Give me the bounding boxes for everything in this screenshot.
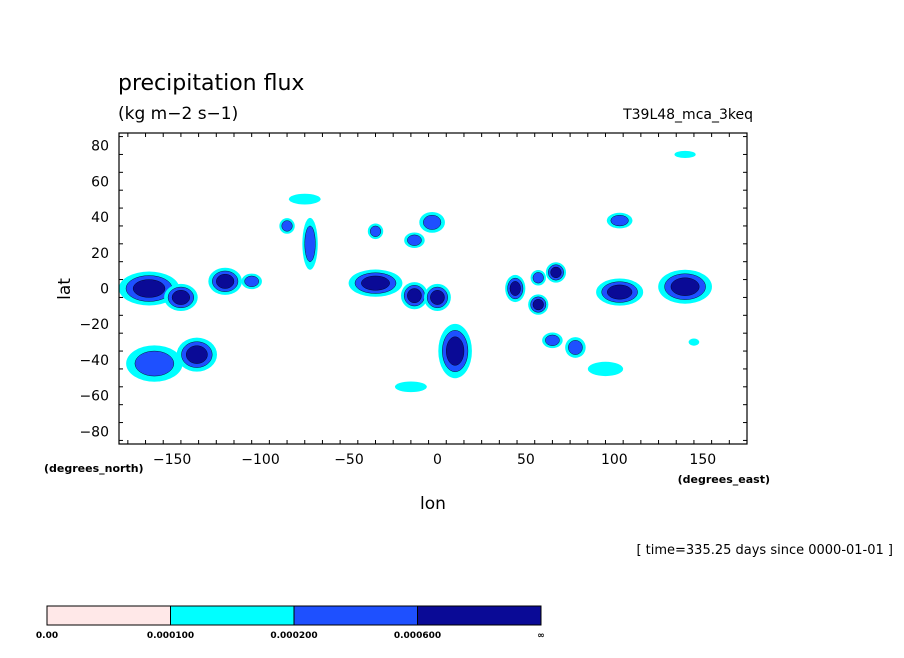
contour-feature xyxy=(176,337,218,372)
contour-level-3 xyxy=(509,281,521,296)
y-tick-label: −60 xyxy=(79,389,109,405)
contour-feature xyxy=(423,283,451,312)
y-axis-ticks: 80 60 40 20 0 −20 −40 −60 −80 xyxy=(79,136,747,441)
contour-level-2 xyxy=(610,215,629,227)
contour-feature xyxy=(118,271,180,306)
contour-level-3 xyxy=(532,299,544,311)
contour-level-3 xyxy=(361,275,390,291)
contour-feature xyxy=(126,345,183,382)
y-tick-label: 0 xyxy=(100,282,109,298)
contour-level-3 xyxy=(186,345,208,364)
plot-frame xyxy=(118,132,748,445)
contour-feature xyxy=(606,212,633,229)
contour-level-3 xyxy=(550,266,562,278)
contour-level-1 xyxy=(394,381,427,393)
contour-feature xyxy=(302,217,318,270)
contour-feature xyxy=(394,381,427,393)
x-tick-label: −100 xyxy=(241,452,279,468)
contour-feature xyxy=(596,278,644,306)
x-tick-label: 0 xyxy=(433,452,442,468)
contour-level-3 xyxy=(132,279,166,298)
x-tick-label: −150 xyxy=(153,452,191,468)
contour-level-2 xyxy=(568,340,583,355)
contour-feature xyxy=(565,337,586,358)
contour-level-3 xyxy=(216,274,235,289)
contour-level-2 xyxy=(423,215,442,230)
colorbar-swatch xyxy=(417,605,542,626)
contour-feature xyxy=(658,269,712,304)
colorbar-label: ∞ xyxy=(537,631,545,641)
contour-level-2 xyxy=(407,234,422,246)
contour-level-2 xyxy=(244,275,259,287)
y-units-label: (degrees_north) xyxy=(44,462,144,475)
y-tick-label: 20 xyxy=(91,246,109,262)
contour-fields xyxy=(118,150,712,393)
colorbar: 0.00 0.000100 0.000200 0.000600 ∞ xyxy=(36,605,545,641)
contour-feature xyxy=(545,262,567,283)
contour-level-3 xyxy=(446,336,465,366)
contour-feature xyxy=(348,269,403,297)
colorbar-label: 0.000100 xyxy=(147,631,194,641)
colorbar-swatch xyxy=(293,605,418,626)
contour-level-2 xyxy=(281,220,293,232)
time-label: [ time=335.25 days since 0000-01-01 ] xyxy=(636,543,893,558)
contour-feature xyxy=(419,212,445,233)
x-axis-label: lon xyxy=(420,494,446,514)
contour-level-1 xyxy=(288,193,321,205)
x-tick-label: 100 xyxy=(601,452,628,468)
contour-feature xyxy=(241,273,262,290)
contour-level-3 xyxy=(407,288,422,303)
contour-feature xyxy=(505,274,526,303)
contour-feature xyxy=(279,218,295,234)
y-tick-label: 60 xyxy=(91,174,109,190)
x-tick-label: 150 xyxy=(689,452,716,468)
y-tick-label: 40 xyxy=(91,210,109,226)
contour-level-2 xyxy=(304,225,316,262)
contour-feature xyxy=(528,294,549,315)
contour-feature xyxy=(208,267,242,295)
y-tick-label: −40 xyxy=(79,353,109,369)
contour-feature xyxy=(688,338,700,346)
contour-feature xyxy=(404,232,425,249)
contour-level-2 xyxy=(532,272,544,284)
contour-feature xyxy=(530,270,546,286)
colorbar-swatch xyxy=(46,605,171,626)
contour-level-2 xyxy=(545,334,560,346)
y-tick-label: −80 xyxy=(79,424,109,440)
y-tick-label: 80 xyxy=(91,139,109,155)
x-units-label: (degrees_east) xyxy=(678,473,770,486)
contour-level-2 xyxy=(370,225,382,237)
colorbar-label: 0.000600 xyxy=(394,631,441,641)
contour-level-3 xyxy=(670,277,700,296)
contour-level-3 xyxy=(607,284,633,300)
contour-level-1 xyxy=(587,361,624,377)
contour-level-1 xyxy=(674,150,696,159)
x-tick-label: 50 xyxy=(517,452,535,468)
contour-feature xyxy=(674,150,696,159)
colorbar-label: 0.00 xyxy=(36,631,58,641)
y-axis-label: lat xyxy=(55,278,75,300)
contour-feature xyxy=(542,332,563,349)
contour-feature xyxy=(400,282,428,310)
contour-level-2 xyxy=(134,350,175,377)
run-name: T39L48_mca_3keq xyxy=(622,107,753,123)
contour-feature xyxy=(164,283,198,312)
contour-feature xyxy=(438,323,472,379)
chart-units: (kg m−2 s−1) xyxy=(118,104,238,124)
chart-title: precipitation flux xyxy=(118,71,304,96)
x-axis-ticks: −150 −100 −50 0 50 100 150 xyxy=(127,133,748,468)
contour-level-3 xyxy=(430,290,445,305)
x-tick-label: −50 xyxy=(334,452,364,468)
y-tick-label: −20 xyxy=(79,317,109,333)
contour-level-1 xyxy=(688,338,700,346)
contour-feature xyxy=(288,193,321,205)
contour-feature xyxy=(367,223,384,240)
contour-feature xyxy=(587,361,624,377)
contour-level-3 xyxy=(171,290,190,305)
colorbar-label: 0.000200 xyxy=(270,631,317,641)
colorbar-swatch xyxy=(170,605,295,626)
